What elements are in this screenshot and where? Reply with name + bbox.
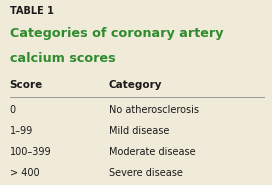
Text: 1–99: 1–99 xyxy=(10,126,33,136)
Text: Score: Score xyxy=(10,80,43,90)
Text: Categories of coronary artery: Categories of coronary artery xyxy=(10,27,223,40)
Text: No atherosclerosis: No atherosclerosis xyxy=(109,105,199,115)
Text: 0: 0 xyxy=(10,105,16,115)
Text: Mild disease: Mild disease xyxy=(109,126,169,136)
Text: TABLE 1: TABLE 1 xyxy=(10,6,53,16)
Text: Category: Category xyxy=(109,80,162,90)
Text: > 400: > 400 xyxy=(10,168,39,178)
Text: Severe disease: Severe disease xyxy=(109,168,183,178)
Text: Moderate disease: Moderate disease xyxy=(109,147,195,157)
Text: calcium scores: calcium scores xyxy=(10,52,115,65)
Text: 100–399: 100–399 xyxy=(10,147,51,157)
